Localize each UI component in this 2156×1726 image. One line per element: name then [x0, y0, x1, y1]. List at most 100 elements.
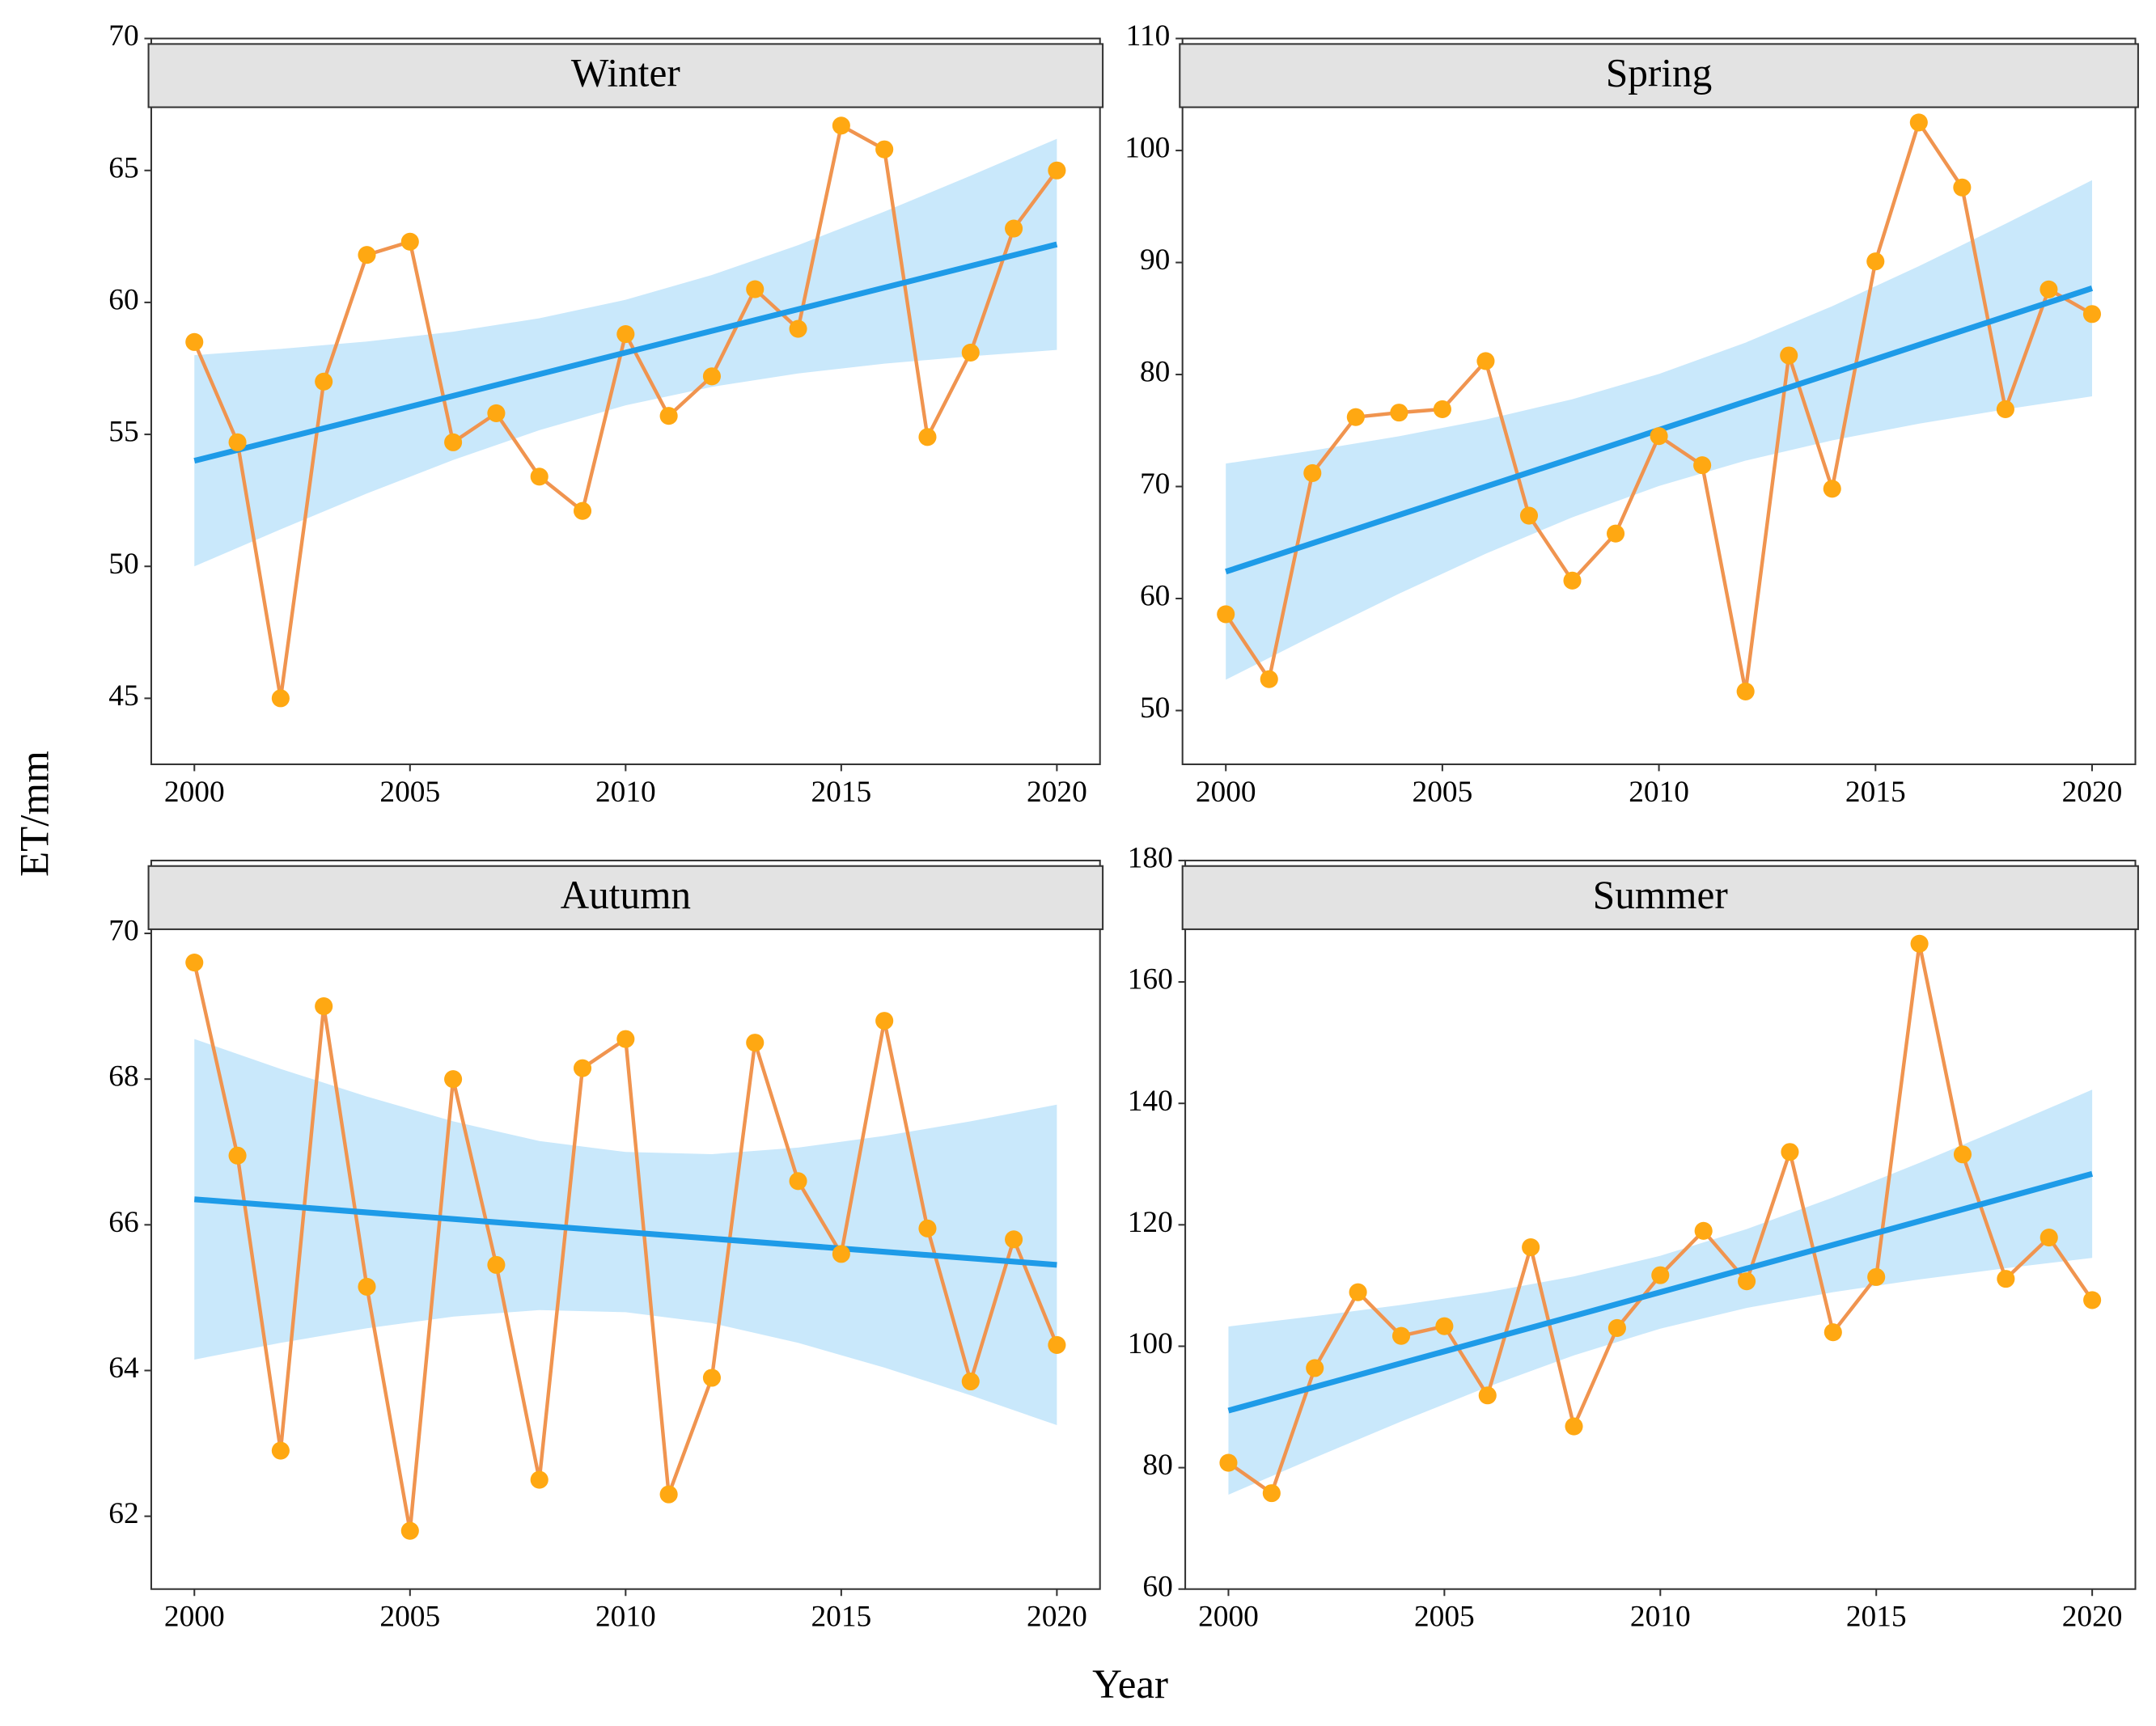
data-point	[1823, 480, 1841, 498]
data-point	[1303, 463, 1322, 482]
data-point	[702, 367, 721, 386]
y-tick-label: 45	[108, 679, 138, 713]
strip	[147, 865, 1104, 930]
data-point	[444, 433, 463, 451]
data-point	[1736, 682, 1755, 701]
data-point	[1390, 404, 1408, 422]
data-point	[832, 1245, 850, 1263]
data-point	[530, 1470, 549, 1489]
data-point	[1953, 178, 1972, 197]
data-point	[789, 319, 807, 338]
data-point	[746, 280, 765, 298]
data-point	[1996, 400, 2014, 419]
data-point	[746, 1034, 765, 1052]
data-point	[1651, 1266, 1670, 1284]
data-point	[1909, 113, 1928, 132]
data-point	[1997, 1270, 2015, 1288]
data-point	[961, 343, 980, 362]
data-point	[315, 997, 333, 1016]
data-point	[228, 1146, 247, 1165]
data-point	[315, 372, 333, 391]
y-tick-label: 62	[108, 1497, 138, 1530]
y-tick-label: 100	[1128, 1327, 1173, 1360]
panel-title: Summer	[1593, 873, 1728, 917]
y-tick-label: 80	[1140, 356, 1170, 389]
data-point	[2082, 305, 2102, 324]
strip	[1181, 865, 2139, 930]
data-point	[702, 1369, 721, 1387]
data-point	[228, 433, 247, 451]
panel-title: Autumn	[561, 873, 692, 917]
data-point	[1219, 1453, 1238, 1472]
y-tick-label: 70	[108, 19, 138, 53]
x-tick-label: 2010	[595, 776, 656, 809]
x-axis-title: Year	[1092, 1662, 1168, 1707]
data-point	[1005, 219, 1023, 238]
data-point	[875, 140, 894, 159]
data-point	[1435, 1317, 1454, 1335]
panel	[185, 954, 1066, 1540]
data-point	[1306, 1359, 1324, 1377]
y-tick-label: 110	[1126, 19, 1171, 53]
data-point	[961, 1372, 980, 1391]
x-tick-label: 2010	[1629, 776, 1689, 809]
y-tick-label: 90	[1140, 243, 1170, 277]
strip	[1179, 43, 2139, 108]
data-point	[789, 1172, 807, 1191]
y-tick-label: 140	[1128, 1085, 1173, 1118]
data-point	[1910, 934, 1929, 953]
data-point	[1607, 1318, 1626, 1337]
x-tick-label: 2015	[811, 776, 871, 809]
data-point	[1823, 1323, 1842, 1342]
y-tick-label: 100	[1125, 132, 1170, 165]
data-point	[487, 1255, 506, 1274]
data-point	[1866, 252, 1885, 271]
data-point	[2083, 1291, 2102, 1309]
data-point	[1262, 1484, 1281, 1503]
x-tick-label: 2000	[164, 1601, 225, 1634]
data-point	[1476, 352, 1495, 370]
data-point	[1519, 506, 1539, 525]
data-point	[1433, 400, 1451, 419]
data-point	[1349, 1283, 1367, 1301]
data-point	[1650, 427, 1668, 446]
data-point	[1048, 1335, 1066, 1355]
data-point	[1565, 1417, 1583, 1436]
data-point	[1693, 456, 1712, 475]
y-axis-title: ET/mm	[12, 751, 57, 877]
data-point	[1563, 571, 1582, 590]
y-tick-label: 180	[1128, 842, 1173, 875]
x-tick-label: 2005	[379, 1601, 440, 1634]
trend-line	[193, 1196, 1057, 1268]
y-tick-label: 160	[1128, 963, 1173, 996]
x-tick-label: 2000	[1198, 1601, 1259, 1634]
data-point	[1260, 670, 1278, 688]
x-tick-label: 2005	[1414, 1601, 1475, 1634]
data-point	[1346, 408, 1365, 426]
y-tick-label: 120	[1128, 1206, 1173, 1239]
y-tick-label: 65	[108, 151, 138, 184]
data-point	[1607, 524, 1625, 543]
x-tick-label: 2015	[1846, 1601, 1907, 1634]
y-tick-label: 66	[108, 1206, 138, 1239]
data-point	[271, 689, 290, 708]
data-point	[1953, 1145, 1972, 1164]
data-point	[530, 467, 549, 486]
y-tick-label: 60	[1142, 1570, 1172, 1603]
panel	[1217, 113, 2102, 701]
data-point	[1780, 346, 1798, 365]
x-tick-label: 2015	[811, 1601, 871, 1634]
y-tick-label: 50	[1140, 692, 1170, 725]
data-point	[400, 232, 419, 251]
data-point	[2040, 1229, 2058, 1247]
x-tick-label: 2005	[1413, 776, 1473, 809]
y-tick-label: 64	[108, 1352, 139, 1385]
data-point	[1478, 1386, 1497, 1405]
x-tick-label: 2020	[1027, 1601, 1087, 1634]
data-point	[185, 954, 204, 972]
data-point	[1781, 1143, 1799, 1161]
x-tick-label: 2010	[595, 1601, 656, 1634]
data-point	[1867, 1267, 1886, 1286]
x-tick-label: 2020	[2062, 776, 2123, 809]
